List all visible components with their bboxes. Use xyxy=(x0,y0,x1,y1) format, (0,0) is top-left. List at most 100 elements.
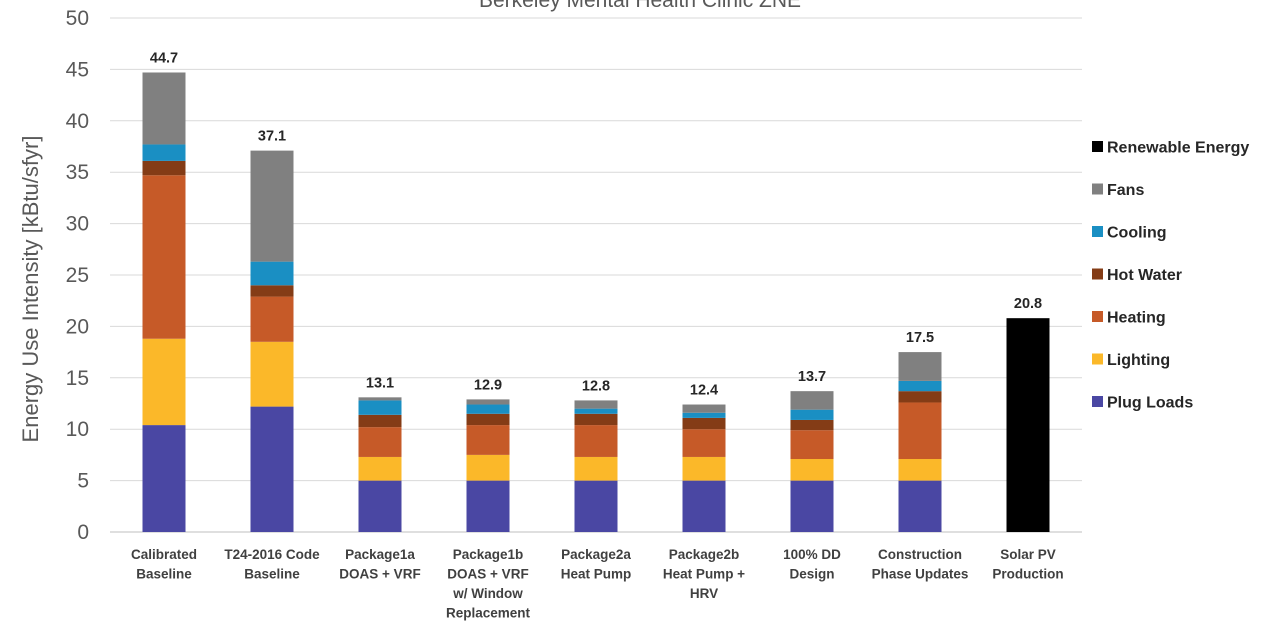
legend-swatch xyxy=(1092,396,1103,407)
bar-segment-fans xyxy=(574,400,618,409)
data-label: 44.7 xyxy=(150,50,178,66)
y-axis-label: Energy Use Intensity [kBtu/sfyr] xyxy=(18,136,43,443)
legend: Renewable Energy Fans Cooling Hot Water Heat… xyxy=(1092,140,1249,412)
data-label: 20.8 xyxy=(1014,296,1042,312)
x-category-label: Package2a Heat Pump xyxy=(561,547,632,582)
data-label: 12.8 xyxy=(582,378,610,394)
bar-segment-fans xyxy=(466,399,510,405)
y-tick-label: 40 xyxy=(66,110,89,133)
x-category-label-line: w/ Window xyxy=(452,586,523,601)
y-tick-label: 45 xyxy=(66,58,89,81)
bar-segment-renewable-energy xyxy=(1006,318,1050,532)
x-category-label-line: Calibrated xyxy=(131,547,197,562)
legend-label: Lighting xyxy=(1107,352,1170,369)
bar-segment-fans xyxy=(142,72,186,145)
bar-segment-cooling xyxy=(466,404,510,414)
x-category-label-line: Heat Pump xyxy=(561,567,632,582)
bar-segment-fans xyxy=(790,391,834,410)
x-category-label: Calibrated Baseline xyxy=(131,547,197,582)
x-category-label-line: Package2b xyxy=(669,547,740,562)
legend-swatch xyxy=(1092,311,1103,322)
bar-segment-plug-loads xyxy=(898,480,942,532)
legend-label: Plug Loads xyxy=(1107,395,1193,412)
bars xyxy=(142,72,1050,532)
data-label: 12.9 xyxy=(474,377,502,393)
x-category-labels: Calibrated Baseline T24-2016 Code Baseline P… xyxy=(131,547,1064,621)
bar-segment-plug-loads xyxy=(358,480,402,532)
x-category-label-line: Phase Updates xyxy=(872,567,969,582)
bar-segment-fans xyxy=(682,404,726,413)
legend-swatch xyxy=(1092,226,1103,237)
bar-segment-hot-water xyxy=(898,391,942,403)
x-category-label: T24-2016 Code Baseline xyxy=(224,547,320,582)
chart-title: Berkeley Mental Health Clinic ZNE xyxy=(479,0,801,12)
x-category-label-line: T24-2016 Code xyxy=(224,547,320,562)
bar-segment-heating xyxy=(466,425,510,455)
data-label: 13.1 xyxy=(366,375,394,391)
bar-segment-hot-water xyxy=(466,413,510,426)
bar-segment-heating xyxy=(898,402,942,460)
x-category-label-line: Heat Pump + xyxy=(663,567,745,582)
bar-segment-cooling xyxy=(898,380,942,392)
bar-segment-plug-loads xyxy=(142,425,186,532)
bar-segment-cooling xyxy=(574,408,618,414)
x-category-label-line: DOAS + VRF xyxy=(339,567,420,582)
bar-segment-plug-loads xyxy=(574,480,618,532)
y-tick-label: 10 xyxy=(66,418,89,441)
bar-segment-lighting xyxy=(250,341,294,407)
x-category-label-line: Production xyxy=(992,567,1063,582)
x-category-label-line: Construction xyxy=(878,547,962,562)
x-category-label: 100% DD Design xyxy=(783,547,841,582)
x-category-label-line: Baseline xyxy=(244,567,300,582)
y-tick-label: 15 xyxy=(66,367,89,390)
x-category-label-line: Replacement xyxy=(446,606,531,621)
bar-segment-plug-loads xyxy=(682,480,726,532)
x-category-label-line: DOAS + VRF xyxy=(447,567,528,582)
bar-segment-lighting xyxy=(574,456,618,481)
data-label: 12.4 xyxy=(690,383,718,399)
bar-segment-lighting xyxy=(142,338,186,426)
x-category-label: Solar PV Production xyxy=(992,547,1063,582)
x-category-label-line: Design xyxy=(789,567,834,582)
y-tick-labels: 0 5 10 15 20 25 30 35 40 45 50 xyxy=(66,7,89,544)
x-category-label-line: Package1b xyxy=(453,547,524,562)
y-tick-label: 5 xyxy=(77,470,89,493)
bar-segment-hot-water xyxy=(250,285,294,297)
legend-swatch xyxy=(1092,353,1103,365)
bar-segment-heating xyxy=(790,430,834,460)
legend-label: Hot Water xyxy=(1107,267,1182,284)
bar-segment-plug-loads xyxy=(790,480,834,532)
x-category-label-line: Package2a xyxy=(561,547,631,562)
y-tick-label: 35 xyxy=(66,161,89,184)
x-category-label-line: Baseline xyxy=(136,567,192,582)
x-category-label-line: Package1a xyxy=(345,547,415,562)
x-category-label: Package1b DOAS + VRF w/ Window Replacement xyxy=(446,547,531,621)
y-tick-label: 20 xyxy=(66,315,89,338)
bar-segment-plug-loads xyxy=(466,480,510,532)
bar-segment-heating xyxy=(142,175,186,339)
legend-swatch xyxy=(1092,183,1103,195)
legend-label: Renewable Energy xyxy=(1107,140,1249,157)
x-category-label: Package2b Heat Pump + HRV xyxy=(663,547,745,601)
bar-segment-fans xyxy=(898,352,942,381)
bar-segment-hot-water xyxy=(790,419,834,431)
legend-swatch xyxy=(1092,268,1103,280)
bar-segment-plug-loads xyxy=(250,406,294,532)
bar-segment-hot-water xyxy=(682,417,726,430)
bar-segment-heating xyxy=(250,296,294,342)
x-category-label-line: HRV xyxy=(690,586,718,601)
legend-swatch xyxy=(1092,141,1103,152)
bar-segment-lighting xyxy=(682,456,726,481)
x-category-label: Construction Phase Updates xyxy=(872,547,969,582)
data-labels: 44.7 37.1 13.1 12.9 12.8 12.4 13.7 17.5 20.8 xyxy=(150,50,1042,398)
data-label: 37.1 xyxy=(258,129,286,145)
bar-segment-lighting xyxy=(358,456,402,481)
bar-segment-fans xyxy=(358,397,402,401)
bar-segment-heating xyxy=(358,427,402,457)
bar-segment-fans xyxy=(250,150,294,262)
bar-segment-cooling xyxy=(790,409,834,420)
bar-segment-lighting xyxy=(898,459,942,481)
bar-segment-hot-water xyxy=(142,160,186,176)
